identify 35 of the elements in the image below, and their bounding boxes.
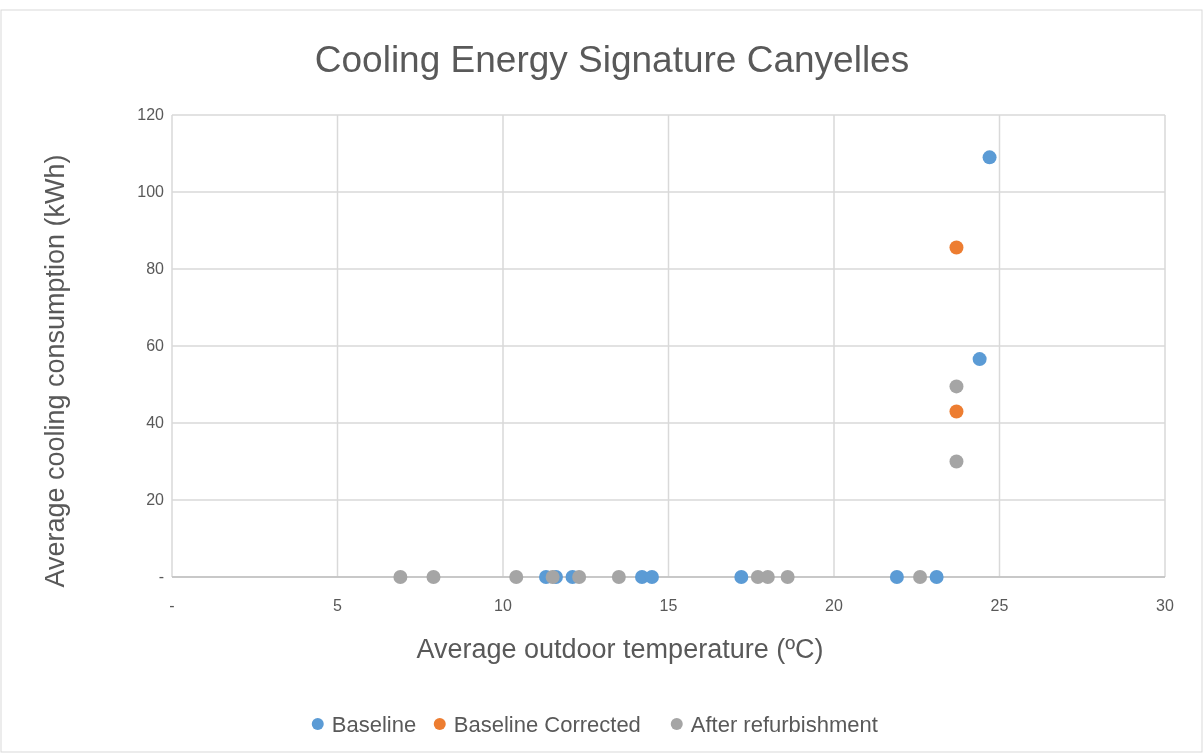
x-axis-title: Average outdoor temperature (ºC)	[416, 634, 824, 664]
x-tick-label: 30	[1156, 597, 1174, 614]
x-tick-label: 5	[333, 597, 343, 614]
point	[734, 570, 749, 584]
point	[949, 404, 964, 419]
point	[949, 240, 964, 255]
point	[572, 570, 587, 584]
y-tick-label: 120	[137, 106, 165, 123]
x-tick-label: 20	[825, 597, 843, 614]
point	[611, 570, 626, 584]
y-tick-label: -	[158, 568, 164, 585]
point	[780, 570, 795, 584]
y-tick-label: 80	[146, 260, 165, 277]
y-tick-label: 60	[146, 337, 165, 354]
point	[913, 570, 928, 584]
point	[889, 570, 904, 584]
y-tick-label: 100	[137, 183, 165, 200]
point	[426, 570, 441, 584]
x-tick-label: 25	[990, 597, 1009, 614]
chart-title: Cooling Energy Signature Canyelles	[314, 39, 910, 80]
x-tick-label: 10	[494, 597, 512, 614]
y-tick-label: 40	[146, 414, 165, 431]
point	[393, 570, 408, 584]
point	[929, 570, 944, 584]
point	[949, 379, 964, 394]
point	[509, 570, 524, 584]
legend-label: Baseline Corrected	[453, 712, 641, 737]
y-axis-title: Average cooling consumption (kWh)	[40, 154, 70, 588]
point	[949, 454, 964, 469]
y-tick-label: 20	[146, 491, 165, 508]
legend-label: Baseline	[331, 712, 417, 737]
point	[972, 352, 987, 367]
legend-label: After refurbishment	[690, 712, 878, 737]
point	[982, 150, 997, 165]
x-tick-label: 15	[659, 597, 678, 614]
